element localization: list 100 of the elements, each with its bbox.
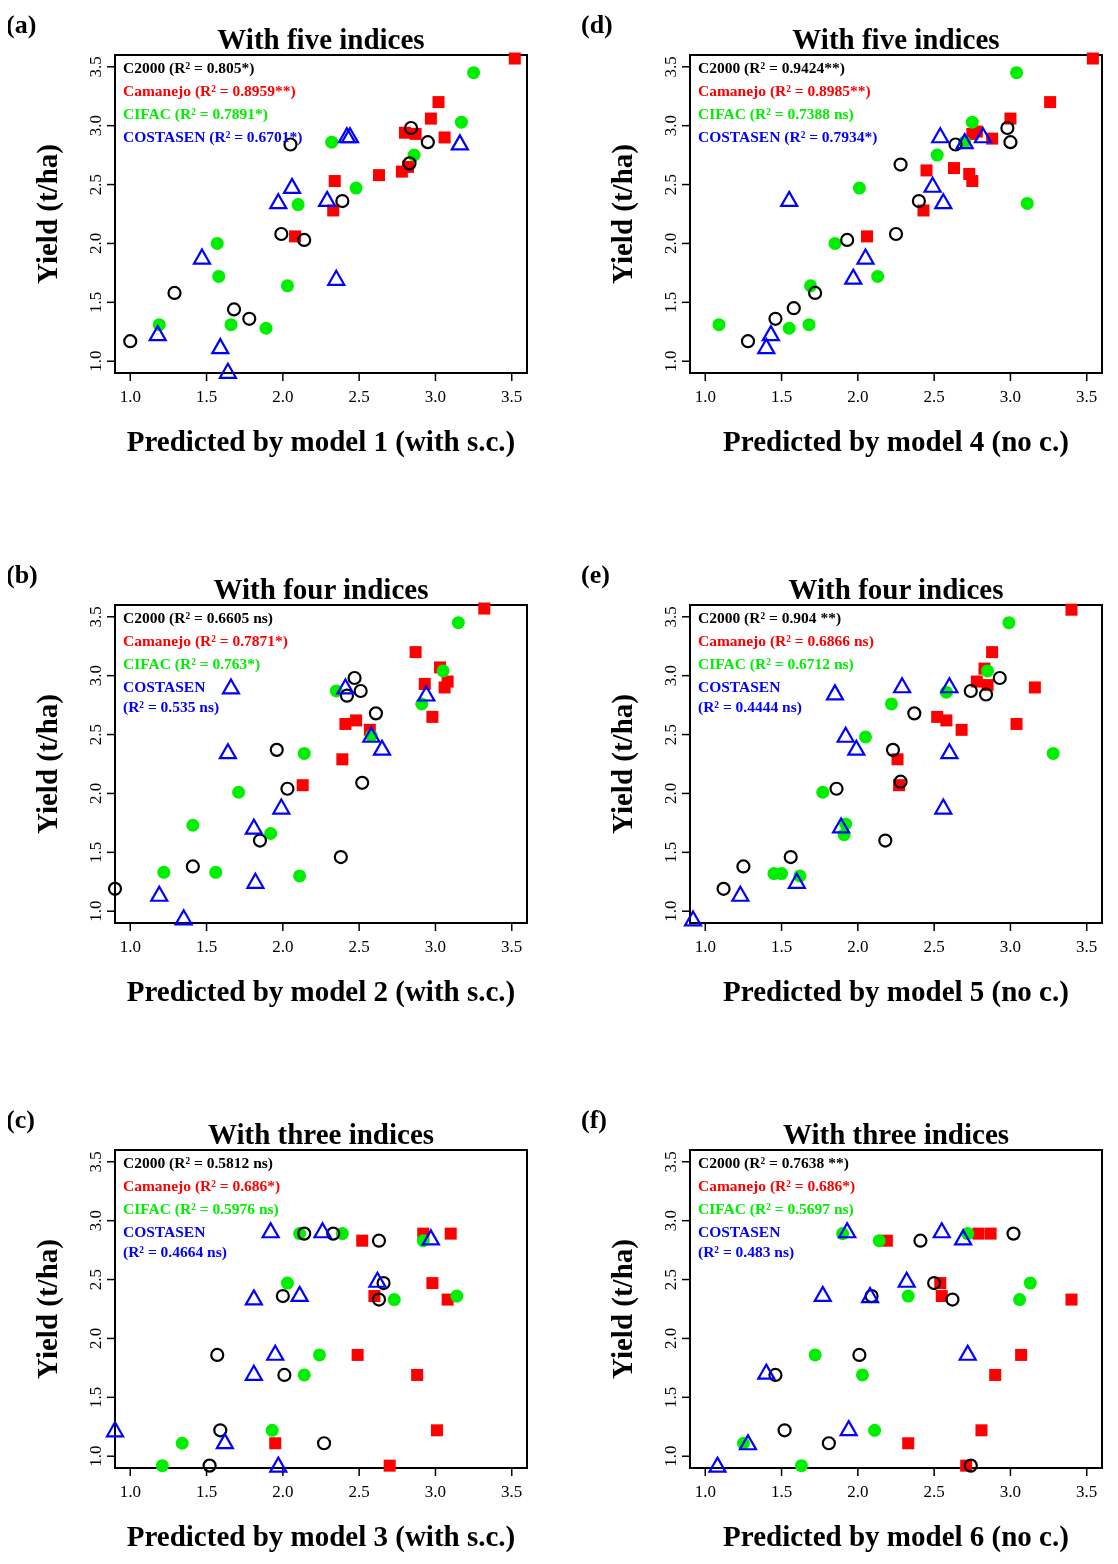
- point: [123, 334, 138, 349]
- point: [266, 1344, 285, 1361]
- y-tick-label: 1.0: [661, 900, 680, 922]
- point: [395, 165, 408, 178]
- point: [738, 1434, 758, 1451]
- point: [280, 1276, 294, 1290]
- point: [893, 774, 908, 789]
- point: [174, 909, 193, 926]
- point: [913, 1233, 928, 1248]
- series-label: CIFAC (R² = 0.5976 ns): [123, 1200, 279, 1218]
- point: [808, 1348, 822, 1362]
- point: [940, 714, 953, 727]
- x-tick-label: 3.0: [424, 1482, 447, 1501]
- point: [438, 681, 451, 694]
- point: [368, 1271, 387, 1288]
- y-tick-label: 2.0: [661, 782, 680, 805]
- text: Camanejo (R² = 0.6866 ns): [698, 632, 874, 650]
- y-tick-label: 2.5: [661, 723, 680, 746]
- point: [290, 1285, 309, 1302]
- point: [297, 746, 311, 760]
- point: [372, 169, 385, 182]
- point: [930, 148, 944, 162]
- point: [860, 1286, 880, 1304]
- point: [387, 1293, 401, 1307]
- x-tick-label: 2.5: [348, 1482, 370, 1501]
- point: [1015, 1348, 1028, 1361]
- x-tick-label: 2.0: [272, 937, 294, 956]
- y-tick-label: 3.0: [661, 665, 680, 687]
- point: [450, 134, 469, 151]
- point: [975, 1424, 988, 1437]
- point: [264, 826, 278, 840]
- point: [211, 337, 230, 355]
- point: [813, 1285, 832, 1302]
- point: [336, 678, 355, 695]
- point: [185, 859, 200, 874]
- y-tick-label: 3.5: [86, 606, 105, 628]
- point: [794, 1459, 808, 1473]
- x-tick-label: 2.5: [348, 387, 370, 406]
- point: [107, 881, 123, 896]
- text: (a): [6, 10, 37, 39]
- point: [336, 753, 349, 766]
- point: [349, 181, 363, 195]
- point: [871, 269, 885, 283]
- x-tick-label: 1.5: [770, 937, 793, 956]
- point: [265, 1423, 279, 1437]
- point: [907, 706, 922, 721]
- y-tick-label: 1.5: [661, 291, 680, 313]
- point: [934, 193, 953, 210]
- point: [150, 885, 169, 902]
- point: [244, 1289, 263, 1306]
- point: [992, 670, 1007, 686]
- point: [901, 1289, 915, 1303]
- y-tick-label: 2.5: [661, 173, 680, 196]
- point: [783, 849, 798, 865]
- point: [167, 285, 182, 301]
- x-tick-label: 3.0: [999, 387, 1022, 406]
- y-tick-label: 3.0: [661, 115, 680, 137]
- x-axis-title: Predicted by model 3 (with s.c.): [126, 1520, 516, 1553]
- point: [148, 325, 167, 342]
- point: [972, 1227, 985, 1240]
- text: (b): [6, 560, 38, 589]
- point: [347, 670, 362, 686]
- x-tick-label: 2.0: [272, 387, 294, 406]
- x-tick-label: 3.0: [424, 387, 447, 406]
- y-tick-label: 3.0: [86, 115, 105, 137]
- point: [327, 269, 346, 286]
- point: [978, 687, 994, 702]
- x-tick-label: 3.5: [1076, 1482, 1098, 1501]
- point: [888, 226, 904, 242]
- y-tick-label: 1.0: [86, 350, 105, 372]
- point: [861, 230, 874, 243]
- point: [269, 193, 288, 210]
- point: [1002, 616, 1016, 630]
- point: [313, 1222, 332, 1239]
- point: [856, 248, 875, 265]
- x-axis-title: Predicted by model 5 (no c.): [723, 975, 1069, 1008]
- chart-title: With five indices: [217, 23, 425, 55]
- point: [893, 157, 908, 172]
- x-axis-title: Predicted by model 1 (with s.c.): [126, 425, 516, 458]
- point: [282, 177, 302, 195]
- y-tick-label: 2.0: [86, 232, 105, 255]
- text: C2000 (R² = 0.7638 **): [698, 1154, 849, 1172]
- point: [878, 833, 893, 848]
- y-axis-title: Yield (t/ha): [606, 144, 639, 284]
- point: [948, 137, 963, 152]
- point: [350, 714, 363, 727]
- y-tick-label: 1.5: [661, 841, 680, 863]
- y-tick-label: 2.0: [661, 1327, 680, 1350]
- point: [1006, 1226, 1021, 1241]
- point: [927, 1275, 942, 1291]
- y-tick-label: 3.5: [661, 56, 680, 78]
- point: [958, 1344, 977, 1361]
- point: [761, 325, 780, 342]
- x-tick-label: 2.0: [847, 937, 869, 956]
- y-tick-label: 1.5: [86, 291, 105, 313]
- y-tick-label: 1.0: [661, 1445, 680, 1467]
- y-tick-label: 2.0: [661, 232, 680, 255]
- point: [1046, 746, 1060, 760]
- point: [436, 664, 450, 678]
- point: [931, 127, 950, 144]
